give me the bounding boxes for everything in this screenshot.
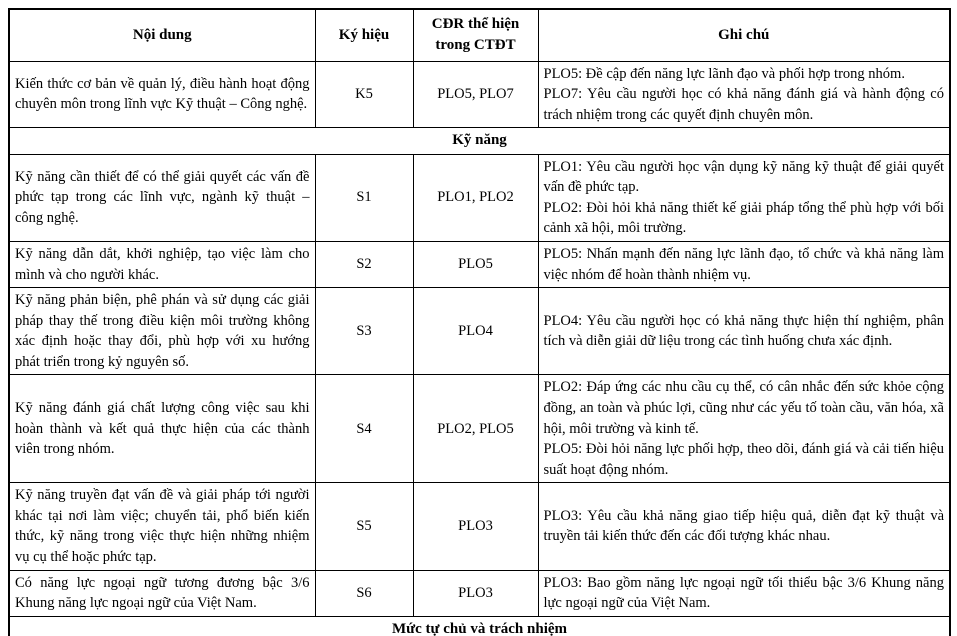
cell-content: Kỹ năng đánh giá chất lượng công việc sa… — [8, 374, 316, 484]
cell-content: Kỹ năng dẫn dắt, khởi nghiệp, tạo việc l… — [8, 240, 316, 289]
header-cell-content: Nội dung — [8, 8, 316, 62]
note-line: PLO3: Yêu cầu khả năng giao tiếp hiệu qu… — [543, 507, 945, 545]
cell-note: PLO2: Đáp ứng các nhu cầu cụ thể, có cân… — [537, 374, 951, 484]
note-line: PLO7: Yêu cầu người học có khả năng đánh… — [543, 86, 945, 123]
cell-content: Kỹ năng cần thiết để có thể giải quyết c… — [8, 153, 316, 242]
cell-plo: PLO5, PLO7 — [412, 60, 539, 129]
cell-note: PLO1: Yêu cầu người học vận dụng kỹ năng… — [537, 153, 951, 242]
table-row: Kỹ năng truyền đạt vấn đề và giải pháp t… — [8, 482, 951, 571]
cell-symbol: S2 — [314, 240, 414, 289]
cell-note: PLO5: Nhấn mạnh đến năng lực lãnh đạo, t… — [537, 240, 951, 289]
note-line: PLO2: Đáp ứng các nhu cầu cụ thể, có cân… — [543, 379, 945, 437]
note-line: PLO5: Đề cập đến năng lực lãnh đạo và ph… — [543, 65, 905, 82]
table-row: Có năng lực ngoại ngữ tương đương bậc 3/… — [8, 569, 951, 617]
table-body: Kiến thức cơ bản về quản lý, điều hành h… — [8, 60, 951, 636]
cell-symbol: S6 — [314, 569, 414, 617]
cell-symbol: K5 — [314, 60, 414, 129]
cell-content: Kỹ năng phản biện, phê phán và sử dụng c… — [8, 287, 316, 376]
cell-content: Kỹ năng truyền đạt vấn đề và giải pháp t… — [8, 482, 316, 571]
cell-note: PLO4: Yêu cầu người học có khả năng thực… — [537, 287, 951, 376]
cell-content: Có năng lực ngoại ngữ tương đương bậc 3/… — [8, 569, 316, 617]
section-label: Kỹ năng — [8, 127, 951, 155]
header-cell-plo: CĐR thể hiện trong CTĐT — [412, 8, 539, 62]
table-row: Kỹ năng cần thiết để có thể giải quyết c… — [8, 153, 951, 242]
note-line: PLO5: Nhấn mạnh đến năng lực lãnh đạo, t… — [543, 245, 945, 283]
cell-note: PLO3: Bao gồm năng lực ngoại ngữ tối thi… — [537, 569, 951, 617]
cell-plo: PLO5 — [412, 240, 539, 289]
table-row: Kỹ năng đánh giá chất lượng công việc sa… — [8, 374, 951, 484]
cell-note: PLO5: Đề cập đến năng lực lãnh đạo và ph… — [537, 60, 951, 129]
table-row: Kiến thức cơ bản về quản lý, điều hành h… — [8, 60, 951, 129]
note-line: PLO5: Đòi hỏi năng lực phối hợp, theo dõ… — [543, 441, 945, 478]
header-cell-note: Ghi chú — [537, 8, 951, 62]
note-line: PLO1: Yêu cầu người học vận dụng kỹ năng… — [543, 158, 945, 196]
cell-content: Kiến thức cơ bản về quản lý, điều hành h… — [8, 60, 316, 129]
header-row: Nội dung Ký hiệu CĐR thể hiện trong CTĐT… — [8, 8, 951, 62]
section-row: Mức tự chủ và trách nhiệm — [8, 615, 951, 636]
cell-symbol: S3 — [314, 287, 414, 376]
note-line: PLO3: Bao gồm năng lực ngoại ngữ tối thi… — [543, 574, 945, 612]
cell-plo: PLO2, PLO5 — [412, 374, 539, 484]
note-line: PLO4: Yêu cầu người học có khả năng thực… — [543, 312, 945, 350]
note-line: PLO2: Đòi hỏi khả năng thiết kế giải phá… — [543, 199, 945, 237]
cell-symbol: S5 — [314, 482, 414, 571]
cell-note: PLO3: Yêu cầu khả năng giao tiếp hiệu qu… — [537, 482, 951, 571]
table-row: Kỹ năng dẫn dắt, khởi nghiệp, tạo việc l… — [8, 240, 951, 289]
table-row: Kỹ năng phản biện, phê phán và sử dụng c… — [8, 287, 951, 376]
header-cell-symbol: Ký hiệu — [314, 8, 414, 62]
table-header: Nội dung Ký hiệu CĐR thể hiện trong CTĐT… — [8, 8, 951, 62]
cell-plo: PLO4 — [412, 287, 539, 376]
section-label: Mức tự chủ và trách nhiệm — [8, 615, 951, 636]
cell-plo: PLO3 — [412, 569, 539, 617]
learning-outcomes-table: Nội dung Ký hiệu CĐR thể hiện trong CTĐT… — [8, 8, 951, 636]
section-row: Kỹ năng — [8, 127, 951, 155]
cell-plo: PLO1, PLO2 — [412, 153, 539, 242]
cell-symbol: S1 — [314, 153, 414, 242]
cell-symbol: S4 — [314, 374, 414, 484]
cell-plo: PLO3 — [412, 482, 539, 571]
